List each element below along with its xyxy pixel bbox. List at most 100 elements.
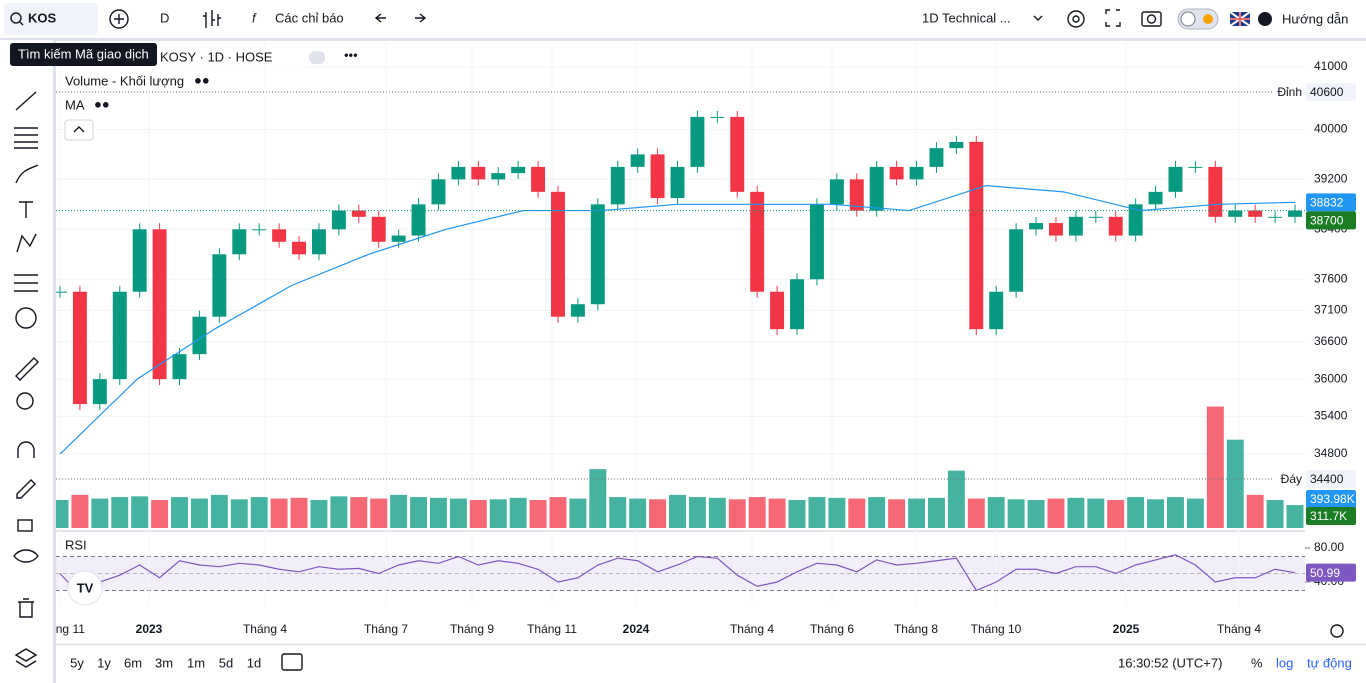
delete-tool[interactable] (18, 598, 34, 618)
candle (1268, 216, 1283, 218)
fib-tool[interactable] (14, 127, 38, 149)
volume-bar (808, 497, 826, 528)
price-badge-text: 393.98K (1310, 492, 1355, 506)
tv-logo-text: TV (77, 580, 94, 595)
user-icon (1258, 12, 1272, 26)
lock-tool[interactable] (17, 519, 33, 532)
screenshot-button[interactable] (1141, 11, 1162, 27)
pattern-tool[interactable] (16, 233, 37, 253)
more-dots[interactable]: ●● (194, 72, 210, 87)
candle (391, 235, 406, 242)
legend-toggle[interactable] (309, 51, 325, 64)
candle (1148, 191, 1163, 205)
volume-bar (71, 494, 89, 528)
symbol[interactable]: KOS (28, 10, 57, 25)
trend-line-tool[interactable] (15, 91, 37, 111)
symbol-search[interactable] (4, 3, 98, 35)
help-link[interactable]: Hướng dẫn (1282, 11, 1348, 26)
magnet-tool[interactable] (17, 441, 35, 458)
settings-button[interactable] (1067, 10, 1085, 28)
fx-icon[interactable]: f (252, 10, 257, 25)
tooltip (10, 43, 157, 66)
rsi-tick-label: 80.00 (1314, 540, 1344, 554)
range-button[interactable]: 1m (187, 655, 205, 670)
range-button[interactable]: 1y (97, 655, 111, 670)
bar-style-button[interactable] (203, 10, 221, 28)
candle (152, 229, 167, 380)
object-tree[interactable] (14, 648, 38, 668)
range-button[interactable]: 3m (155, 655, 173, 670)
range-button[interactable]: 5y (70, 655, 84, 670)
ruler-tool[interactable] (15, 357, 39, 381)
collapse-icon (73, 126, 85, 133)
hide-tool[interactable] (13, 549, 39, 563)
y-tick-label: 36600 (1314, 334, 1348, 348)
candle (252, 229, 267, 231)
candle (889, 166, 904, 180)
volume-bar (529, 500, 547, 528)
candle (551, 191, 565, 317)
volume-bar (111, 497, 129, 528)
price-badge (1306, 470, 1356, 488)
candle (809, 204, 824, 280)
volume-bar (330, 496, 348, 528)
volume-bar (947, 470, 965, 528)
volume-bar (1027, 500, 1045, 528)
redo-button[interactable] (415, 13, 427, 23)
x-tick-label: Tháng 4 (243, 622, 287, 636)
compare-button[interactable] (109, 9, 129, 29)
candle (670, 166, 685, 199)
emoji-tool[interactable] (15, 307, 37, 329)
candle (590, 204, 605, 305)
fullscreen-button[interactable] (1105, 9, 1121, 27)
log-toggle[interactable]: log (1276, 655, 1293, 670)
candle (292, 241, 307, 255)
extreme-label: Đỉnh (1277, 85, 1302, 99)
y-tick-label: 41000 (1314, 59, 1348, 73)
range-button[interactable]: 5d (219, 655, 233, 670)
more-dots[interactable]: ••• (344, 47, 358, 62)
volume-bar (410, 497, 428, 528)
percent-toggle[interactable]: % (1251, 655, 1263, 670)
flag-cross (1230, 12, 1250, 26)
range-button[interactable]: 1d (247, 655, 261, 670)
x-tick-label: 2023 (136, 622, 163, 636)
x-tick-label: 2024 (623, 622, 650, 636)
axis-settings[interactable] (1330, 624, 1344, 638)
candle (770, 291, 785, 330)
candle (1288, 210, 1302, 217)
top-toolbar (0, 0, 1366, 40)
price-badge-text: 311.7K (1310, 509, 1347, 523)
auto-toggle[interactable]: tự động (1307, 655, 1352, 670)
indicators-button[interactable]: Các chỉ báo (275, 10, 344, 25)
layout-name[interactable]: 1D Technical ... (922, 10, 1011, 25)
volume-bar (1147, 499, 1165, 528)
undo-button[interactable] (374, 13, 386, 23)
price-badge (1306, 211, 1356, 230)
date-range-button[interactable] (281, 653, 303, 671)
prediction-tool[interactable] (14, 274, 38, 292)
candle (1208, 166, 1223, 217)
interval[interactable]: D (160, 10, 169, 25)
y-tick-label: 37600 (1314, 271, 1348, 285)
volume-bar (390, 494, 408, 528)
zoom-tool[interactable] (16, 392, 34, 410)
dropdown-icon (1033, 15, 1043, 21)
price-badge (1306, 563, 1356, 582)
y-tick-label: 39200 (1314, 172, 1348, 186)
tv-logo[interactable] (67, 570, 103, 606)
volume-bar (888, 499, 906, 528)
lock-drawing-tool[interactable] (16, 479, 36, 499)
x-tick-label: Tháng 9 (450, 622, 494, 636)
candle (650, 154, 665, 199)
price-badge-text: 38700 (1310, 214, 1344, 228)
volume-bar (1087, 498, 1105, 528)
candle (929, 148, 944, 167)
text-tool[interactable] (19, 201, 33, 218)
more-dots[interactable]: ●● (94, 96, 110, 111)
brush-tool[interactable] (15, 164, 39, 184)
legend-symbol: KOSY · 1D · HOSE (160, 49, 273, 64)
collapse-button[interactable] (64, 119, 94, 141)
range-button[interactable]: 6m (124, 655, 142, 670)
